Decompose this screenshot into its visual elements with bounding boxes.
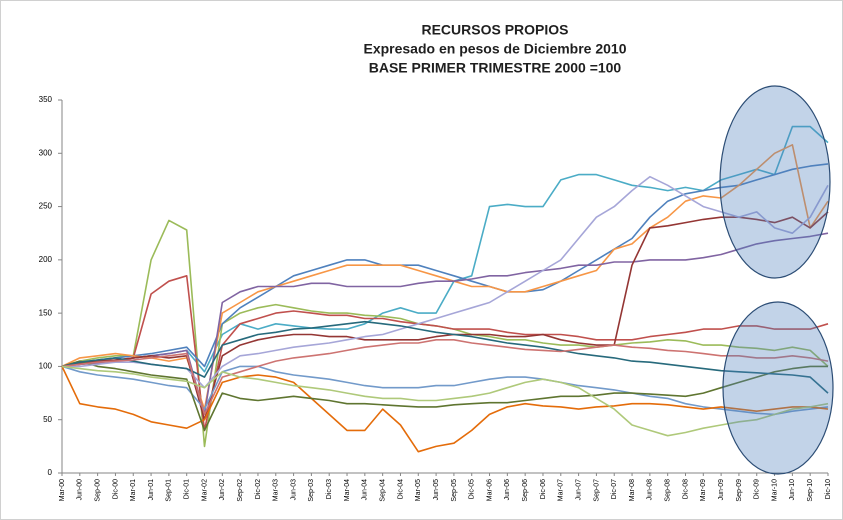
series-line (61, 365, 829, 437)
x-tick-label: Sep-06 (522, 479, 529, 502)
x-tick-label: Sep-05 (451, 479, 458, 502)
plot-area: 0 50 100 150 200 250 300 350 Mar-00 Jun-00 Sep-00 D… (39, 95, 832, 501)
series-line (61, 366, 829, 453)
x-tick-label: Mar-02 (201, 479, 208, 501)
x-tick-label: Mar-10 (771, 479, 778, 501)
x-tick-label: Jun-05 (433, 479, 440, 501)
x-tick-label: Jun-09 (718, 479, 725, 501)
x-tick-label: Dic-05 (469, 479, 476, 499)
y-tick-label: 0 (48, 468, 53, 477)
x-tick-label: Jun-08 (647, 479, 654, 501)
x-tick-label: Dic-02 (255, 479, 262, 499)
x-tick-label: Dic-01 (184, 479, 191, 499)
x-tick-label: Mar-00 (59, 479, 66, 501)
series-line (61, 365, 829, 416)
x-tick-label: Mar-05 (415, 479, 422, 501)
x-tick-label: Sep-03 (308, 479, 315, 502)
x-tick-label: Jun-06 (504, 479, 511, 501)
x-tick-label: Mar-07 (558, 479, 565, 501)
x-tick-label: Sep-07 (593, 479, 600, 502)
series-line (61, 320, 829, 394)
x-tick-label: Dic-09 (754, 479, 761, 499)
x-tick-label: Sep-04 (379, 479, 386, 502)
x-tick-label: Mar-01 (130, 479, 137, 501)
series-line (61, 125, 829, 373)
highlight-ellipse (719, 85, 831, 279)
y-tick-label: 100 (39, 362, 53, 371)
y-tick-label: 350 (39, 95, 53, 104)
series-line (61, 339, 829, 416)
series-line (61, 275, 829, 432)
y-tick-label: 150 (39, 308, 53, 317)
y-tick-label: 200 (39, 255, 53, 264)
y-tick-label: 50 (43, 415, 52, 424)
x-tick-label: Mar-09 (700, 479, 707, 501)
chart-subtitle: BASE PRIMER TRIMESTRE 2000 =100 (369, 60, 622, 76)
x-tick-label: Dic-07 (611, 479, 618, 499)
x-tick-label: Jun-04 (362, 479, 369, 501)
x-tick-label: Jun-07 (575, 479, 582, 501)
chart-title: RECURSOS PROPIOS (421, 22, 568, 38)
x-tick-label: Mar-03 (273, 479, 280, 501)
x-tick-label: Sep-10 (807, 479, 814, 502)
x-tick-label: Mar-04 (344, 479, 351, 501)
x-tick-label: Mar-08 (629, 479, 636, 501)
x-tick-label: Jun-01 (148, 479, 155, 501)
x-tick-label: Mar-06 (486, 479, 493, 501)
x-tick-label: Dic-03 (326, 479, 333, 499)
chart-subtitle: Expresado en pesos de Diciembre 2010 (363, 41, 626, 57)
series-line (62, 175, 829, 389)
y-tick-label: 300 (39, 148, 53, 157)
x-tick-label: Dic-08 (682, 479, 689, 499)
series-line (61, 163, 829, 368)
x-tick-label: Dic-00 (112, 479, 119, 499)
x-tick-label: Sep-08 (665, 479, 672, 502)
x-tick-label: Jun-03 (290, 479, 297, 501)
x-tick-label: Sep-09 (736, 479, 743, 502)
x-tick-label: Dic-10 (825, 479, 832, 499)
series-line (61, 360, 828, 432)
x-tick-label: Jun-02 (219, 479, 226, 501)
x-tick-label: Sep-01 (166, 479, 173, 502)
x-tick-label: Jun-10 (789, 479, 796, 501)
y-tick-label: 250 (39, 202, 53, 211)
x-tick-label: Sep-00 (94, 479, 101, 502)
highlight-ellipse (722, 301, 834, 475)
x-tick-label: Sep-02 (237, 479, 244, 502)
x-tick-label: Dic-06 (540, 479, 547, 499)
x-tick-label: Dic-04 (397, 479, 404, 499)
x-tick-label: Jun-00 (77, 479, 84, 501)
